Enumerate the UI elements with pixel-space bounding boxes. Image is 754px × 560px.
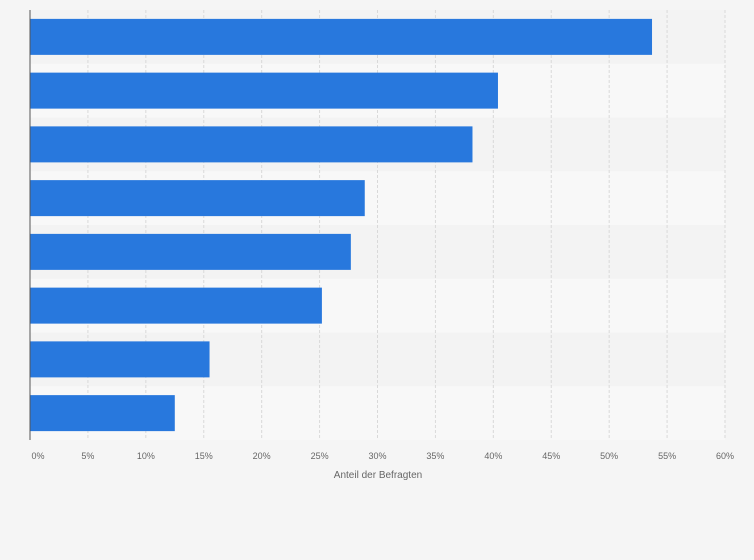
bar[interactable]	[30, 72, 498, 109]
bars	[30, 18, 653, 432]
x-tick-labels: 0% 5% 10% 15% 20% 25% 30% 35% 40% 45% 50% 55% 60%	[31, 451, 734, 461]
x-tick-label: 10%	[137, 451, 155, 461]
x-tick-label: 15%	[195, 451, 213, 461]
x-tick-label: 0%	[31, 451, 44, 461]
x-tick-label: 40%	[484, 451, 502, 461]
x-tick-label: 30%	[368, 451, 386, 461]
x-tick-label: 50%	[600, 451, 618, 461]
x-tick-label: 20%	[253, 451, 271, 461]
bar[interactable]	[30, 233, 351, 270]
x-tick-label: 25%	[311, 451, 329, 461]
bar[interactable]	[30, 341, 210, 378]
bar[interactable]	[30, 395, 175, 432]
x-tick-label: 55%	[658, 451, 676, 461]
bar[interactable]	[30, 18, 653, 55]
bar[interactable]	[30, 180, 365, 217]
x-tick-label: 60%	[716, 451, 734, 461]
bar[interactable]	[30, 126, 473, 163]
x-tick-label: 5%	[81, 451, 94, 461]
x-axis-title: Anteil der Befragten	[334, 470, 422, 481]
x-tick-label: 45%	[542, 451, 560, 461]
x-tick-label: 35%	[426, 451, 444, 461]
bar[interactable]	[30, 287, 322, 324]
